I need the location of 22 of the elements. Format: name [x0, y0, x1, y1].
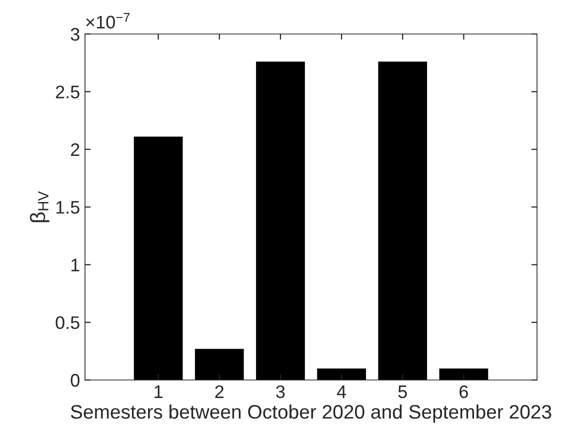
y-tick-label: 2.5 [56, 86, 80, 98]
x-tick-label: 1 [154, 386, 162, 398]
y-tick-label: 0 [70, 374, 80, 387]
x-tick-label: 5 [398, 386, 407, 398]
x-axis-title: Semesters between October 2020 and September 2023 [70, 404, 552, 423]
x-tick-label: 6 [460, 385, 468, 398]
y-tick-label: 2 [71, 143, 80, 156]
y-tick-label: 1 [71, 258, 80, 272]
text: ×10$^{−7}$ [86, 12, 130, 29]
y-axis-title: β$_{HV}$ [30, 191, 50, 222]
x-tick-label: 4 [336, 386, 346, 398]
bar [256, 62, 305, 380]
bar [439, 368, 488, 380]
y-tick-label: 1.5 [56, 201, 80, 214]
bar [378, 62, 428, 380]
bar [134, 136, 183, 380]
bar [194, 348, 244, 380]
y-tick-label: 3 [70, 28, 80, 41]
x-tick-label: 3 [276, 385, 285, 398]
y-tick-label: 0.5 [56, 316, 80, 330]
bar [317, 368, 366, 380]
x-tick-label: 2 [215, 385, 224, 398]
